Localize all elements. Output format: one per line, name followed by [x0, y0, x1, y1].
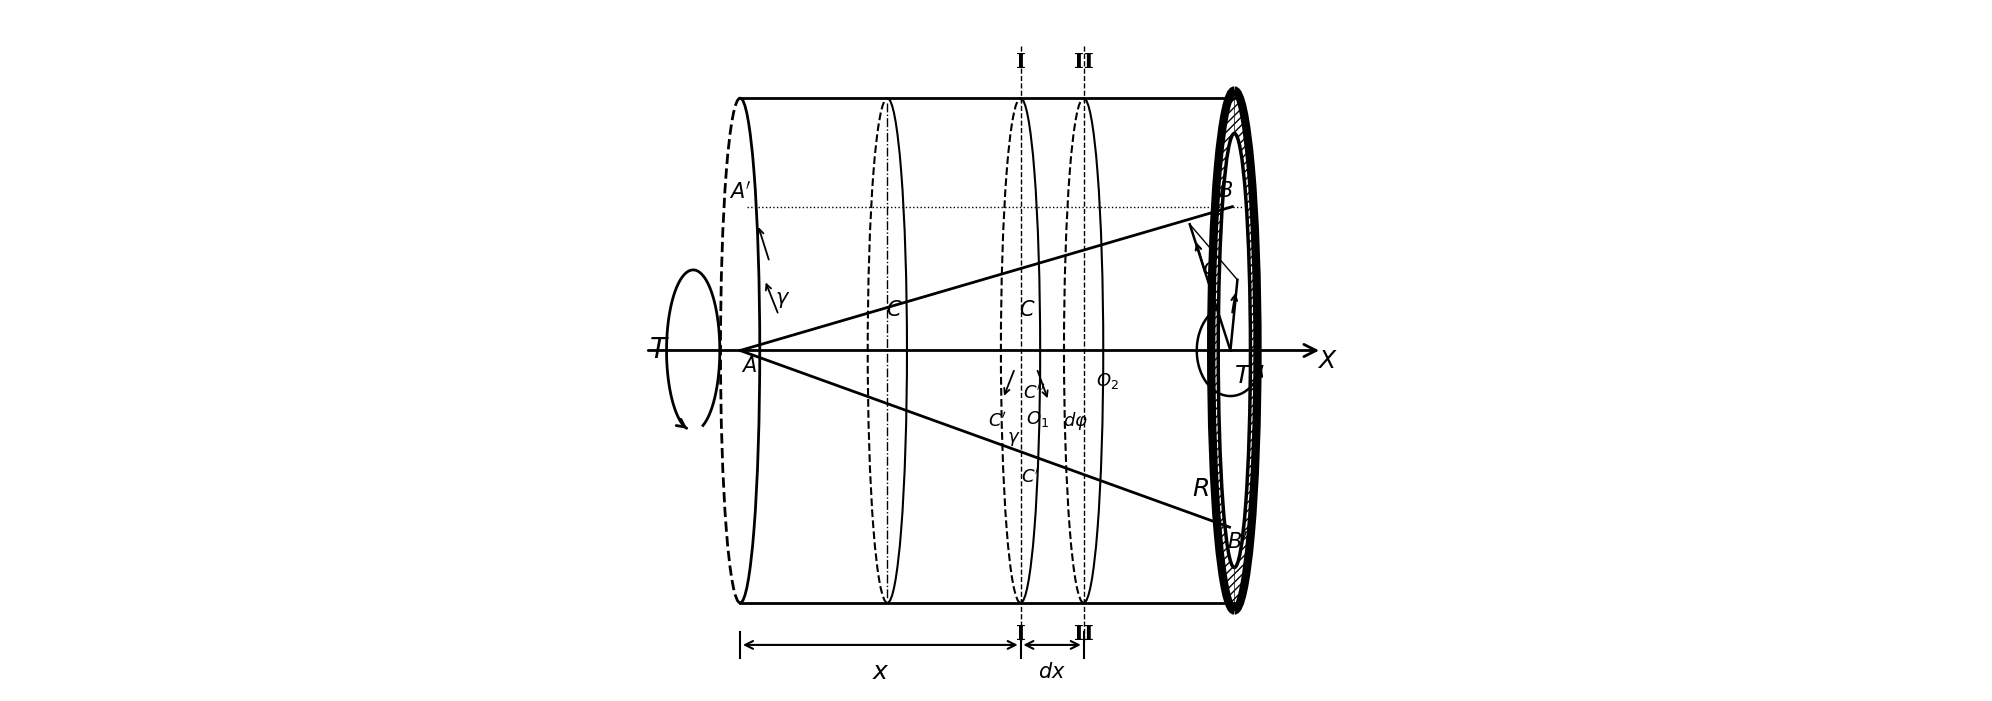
Text: $A$: $A$	[741, 356, 757, 376]
Text: $C'$: $C'$	[1022, 467, 1040, 486]
Text: $B'$: $B'$	[1227, 530, 1249, 552]
Text: $R$: $R$	[1193, 477, 1209, 501]
Text: $C$: $C$	[1020, 300, 1036, 320]
Text: $A'$: $A'$	[729, 180, 751, 202]
Text: $C'$: $C'$	[988, 411, 1008, 430]
Text: $C$: $C$	[886, 300, 902, 320]
Text: $T$: $T$	[1233, 364, 1253, 388]
Text: $dx$: $dx$	[1038, 662, 1066, 681]
Text: II: II	[1074, 52, 1094, 72]
Text: II: II	[1074, 625, 1094, 644]
Text: $\gamma$: $\gamma$	[775, 290, 789, 310]
Text: $\gamma$: $\gamma$	[1006, 430, 1020, 448]
Text: $x$: $x$	[872, 660, 888, 683]
Text: $d\varphi$: $d\varphi$	[1062, 410, 1088, 432]
Text: I: I	[1016, 52, 1026, 72]
Text: $C''$: $C''$	[1024, 384, 1046, 403]
Text: $X$: $X$	[1317, 349, 1337, 373]
Text: $\varphi$: $\varphi$	[1201, 260, 1217, 280]
Text: $T$: $T$	[649, 337, 669, 364]
Text: I: I	[1016, 625, 1026, 644]
Text: $O_2$: $O_2$	[1096, 371, 1120, 390]
Text: $B$: $B$	[1217, 182, 1233, 201]
Text: $O_1$: $O_1$	[1026, 409, 1050, 428]
